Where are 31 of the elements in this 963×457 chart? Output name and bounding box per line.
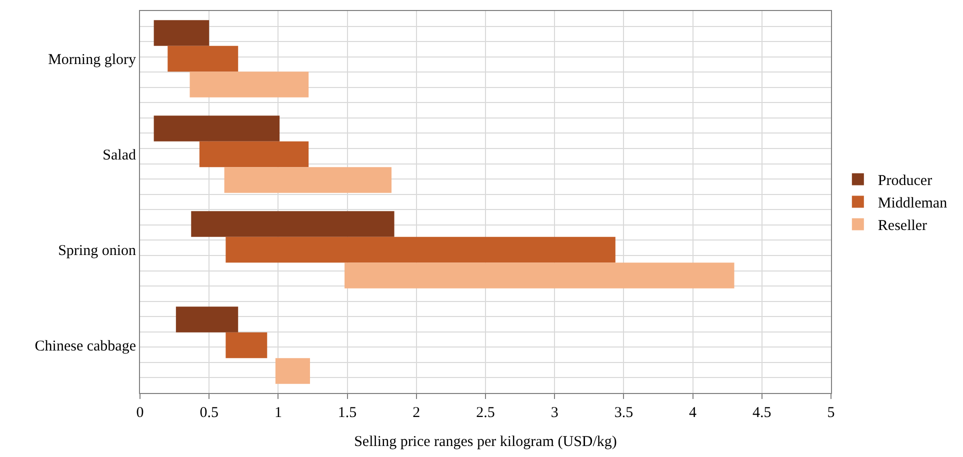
- bar: [190, 72, 309, 98]
- bar: [275, 358, 310, 384]
- x-tick-label: 1.5: [338, 405, 357, 421]
- bar: [154, 116, 280, 142]
- x-tick-label: 1: [274, 405, 282, 421]
- bar: [344, 262, 734, 288]
- bar: [191, 211, 394, 237]
- x-tick-label: 4.5: [752, 405, 772, 421]
- legend-label: Reseller: [878, 218, 928, 234]
- bar: [224, 167, 392, 193]
- x-tick-label: 3: [550, 405, 558, 421]
- bar: [168, 46, 238, 72]
- x-tick-label: 5: [827, 405, 835, 421]
- x-tick-label: 0.5: [200, 405, 218, 421]
- y-tick-label: Spring onion: [58, 243, 136, 259]
- x-tick-label: 4: [689, 405, 698, 421]
- y-tick-label: Chinese cabbage: [34, 338, 136, 354]
- legend-label: Producer: [878, 173, 932, 190]
- y-tick-label: Salad: [102, 148, 136, 164]
- bar: [226, 236, 616, 263]
- y-tick-label: Morning glory: [48, 52, 136, 68]
- x-tick-label: 3.5: [614, 405, 634, 421]
- bar: [176, 306, 238, 332]
- x-tick-label: 0: [136, 405, 144, 421]
- bar: [226, 332, 268, 358]
- x-tick-label: 2: [412, 405, 420, 421]
- bar: [154, 20, 210, 46]
- bar: [199, 141, 309, 168]
- x-tick-label: 2.5: [476, 405, 495, 421]
- x-axis-title: Selling price ranges per kilogram (USD/kg): [354, 434, 617, 450]
- legend-label: Middleman: [878, 196, 948, 212]
